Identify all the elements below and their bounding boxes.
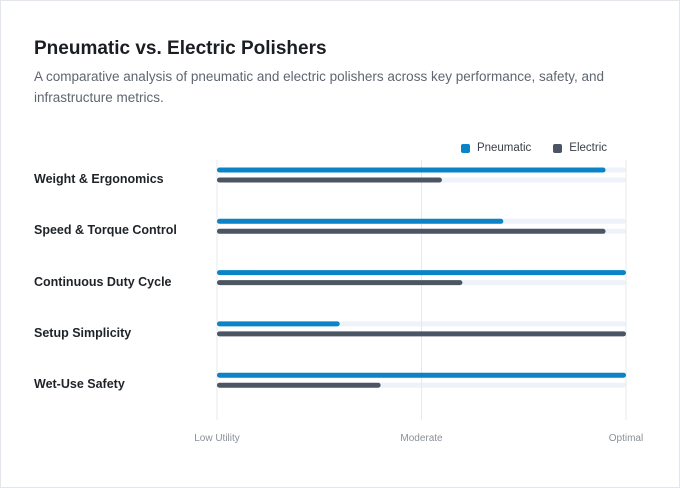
- row-label-setup-simplicity: Setup Simplicity: [34, 326, 132, 340]
- row-label-speed-torque: Speed & Torque Control: [34, 223, 177, 237]
- bar-pneumatic: [217, 270, 626, 276]
- legend-label-electric: Electric: [569, 142, 607, 154]
- legend-swatch-electric: [553, 143, 563, 153]
- legend-item-electric[interactable]: Electric: [553, 142, 607, 154]
- x-tick-label: Low Utility: [194, 433, 240, 444]
- legend-item-pneumatic[interactable]: Pneumatic: [460, 142, 532, 154]
- bar-pneumatic: [217, 321, 340, 327]
- legend-label-pneumatic: Pneumatic: [476, 142, 532, 154]
- chart-subtitle: A comparative analysis of pneumatic and …: [34, 69, 605, 105]
- bar-pneumatic: [217, 167, 606, 173]
- chart-title: Pneumatic vs. Electric Polishers: [34, 38, 327, 59]
- row-label-wet-use-safety: Wet-Use Safety: [34, 377, 125, 391]
- row-label-continuous-duty: Continuous Duty Cycle: [34, 275, 172, 289]
- x-tick-label: Moderate: [400, 433, 443, 444]
- bar-pneumatic: [217, 372, 626, 378]
- x-tick-label: Optimal: [609, 433, 643, 444]
- legend: Pneumatic Electric: [460, 142, 607, 154]
- bar-electric: [217, 382, 381, 388]
- bar-electric: [217, 331, 626, 337]
- bar-electric: [217, 177, 442, 183]
- bar-electric: [217, 228, 606, 234]
- bar-pneumatic: [217, 218, 504, 224]
- bar-electric: [217, 280, 463, 286]
- legend-swatch-pneumatic: [460, 143, 470, 153]
- row-label-weight-ergonomics: Weight & Ergonomics: [34, 172, 164, 186]
